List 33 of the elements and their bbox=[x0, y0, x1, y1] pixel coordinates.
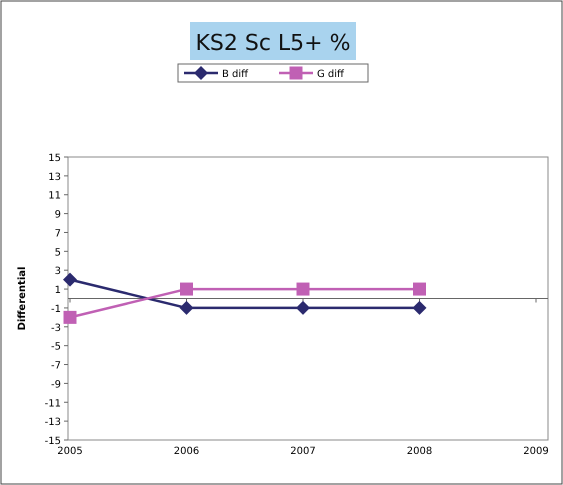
y-tick-label: -3 bbox=[51, 322, 61, 334]
y-tick-label: 15 bbox=[48, 153, 61, 164]
point bbox=[63, 272, 77, 287]
x-tick-label: 2009 bbox=[523, 446, 549, 457]
y-tick-label: 13 bbox=[48, 172, 61, 183]
point bbox=[64, 310, 76, 324]
x-tick-label: 2008 bbox=[406, 446, 432, 457]
y-tick-label: 3 bbox=[54, 266, 61, 278]
y-tick-label: -13 bbox=[44, 417, 61, 428]
y-tick-label: -9 bbox=[51, 379, 61, 390]
y-axis-title: Differential bbox=[17, 266, 28, 330]
x-tick-label: 2005 bbox=[57, 446, 83, 457]
y-tick-label: -11 bbox=[44, 398, 61, 410]
point bbox=[296, 300, 310, 315]
y-tick-label: 9 bbox=[54, 210, 61, 221]
point bbox=[413, 282, 426, 296]
y-tick-label: 1 bbox=[54, 285, 61, 296]
point bbox=[180, 282, 193, 296]
point bbox=[180, 300, 194, 315]
legend-label: G diff bbox=[317, 69, 346, 80]
point bbox=[296, 282, 310, 296]
x-tick-label: 2007 bbox=[290, 446, 316, 457]
y-tick-label: -1 bbox=[51, 304, 61, 315]
y-tick-label: -15 bbox=[44, 436, 61, 447]
x-tick-label: 2006 bbox=[174, 446, 200, 457]
point bbox=[412, 300, 426, 315]
y-tick-label: 5 bbox=[54, 247, 61, 258]
legend-label: B diff bbox=[222, 69, 250, 80]
y-tick-label: -7 bbox=[51, 360, 61, 372]
chart-title: KS2 Sc L5+ % bbox=[195, 31, 351, 56]
y-tick-label: -5 bbox=[51, 342, 61, 353]
y-tick-label: 7 bbox=[54, 228, 61, 240]
y-tick-label: 11 bbox=[48, 190, 61, 202]
